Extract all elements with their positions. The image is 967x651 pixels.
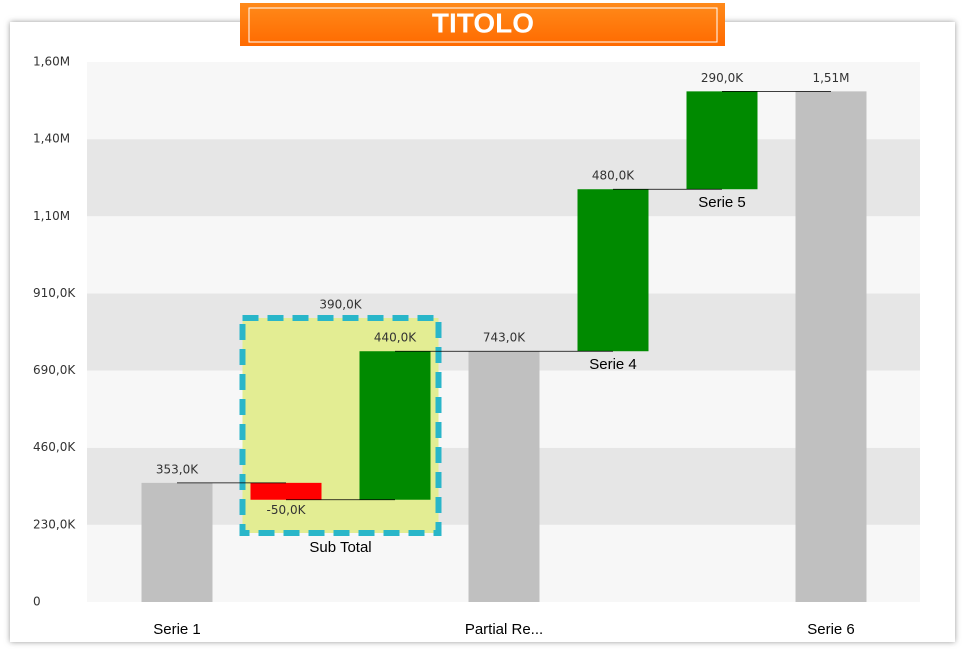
y-tick-label: 1,10M bbox=[33, 209, 70, 223]
bar bbox=[250, 482, 322, 500]
x-tick-label: Serie 1 bbox=[153, 621, 201, 638]
bar bbox=[577, 189, 649, 352]
value-label: 1,51M bbox=[812, 71, 849, 85]
bar bbox=[359, 351, 431, 500]
x-tick-label: Serie 4 bbox=[589, 356, 637, 373]
value-label: 743,0K bbox=[483, 331, 526, 345]
y-tick-label: 690,0K bbox=[33, 363, 76, 377]
bar bbox=[468, 351, 540, 602]
bar bbox=[686, 91, 758, 190]
y-tick-label: 1,60M bbox=[33, 55, 70, 69]
value-label: 353,0K bbox=[156, 462, 199, 476]
grid-band bbox=[87, 139, 920, 217]
x-tick-label: Serie 5 bbox=[698, 194, 746, 211]
bar bbox=[795, 91, 867, 603]
grid-band bbox=[87, 62, 920, 140]
x-tick-label: Partial Re... bbox=[465, 621, 543, 638]
bar bbox=[141, 482, 213, 602]
subtotal-label: Sub Total bbox=[309, 539, 371, 556]
y-tick-label: 910,0K bbox=[33, 286, 76, 300]
x-tick-label: Serie 6 bbox=[807, 621, 855, 638]
y-tick-label: 460,0K bbox=[33, 440, 76, 454]
value-label: -50,0K bbox=[267, 503, 307, 517]
grid-band bbox=[87, 216, 920, 294]
value-label: 440,0K bbox=[374, 331, 417, 345]
value-label: 480,0K bbox=[592, 169, 635, 183]
subtotal-value: 390,0K bbox=[319, 298, 362, 312]
value-label: 290,0K bbox=[701, 71, 744, 85]
title-frame bbox=[248, 7, 718, 43]
title-box bbox=[240, 3, 725, 46]
y-tick-label: 0 bbox=[33, 595, 41, 609]
y-tick-label: 1,40M bbox=[33, 132, 70, 146]
y-tick-label: 230,0K bbox=[33, 517, 76, 531]
chart-title: TITOLO bbox=[432, 7, 534, 38]
